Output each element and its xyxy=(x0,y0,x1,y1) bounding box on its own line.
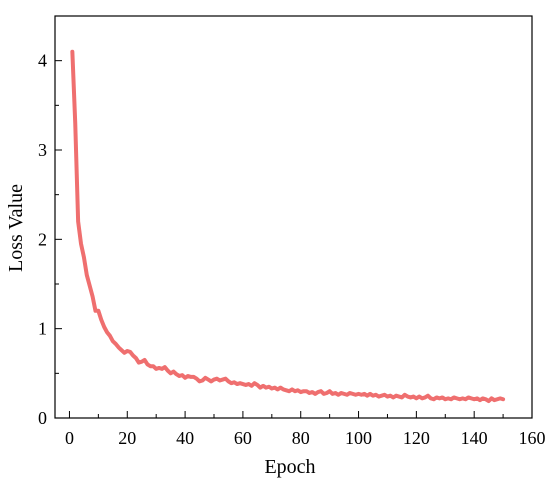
x-tick-label: 20 xyxy=(118,428,136,448)
x-axis-label: Epoch xyxy=(264,456,315,478)
x-tick-label: 100 xyxy=(345,428,372,448)
plot-frame xyxy=(54,15,533,419)
x-tick-label: 120 xyxy=(403,428,430,448)
y-tick-label: 2 xyxy=(38,229,47,249)
x-tick-label: 0 xyxy=(65,428,74,448)
axis-layer: 0 20 40 60 80 100 120 140 160 0 1 2 3 4 xyxy=(38,15,546,448)
x-tick-label: 160 xyxy=(519,428,546,448)
y-tick-label: 0 xyxy=(38,408,47,428)
y-tick-label: 4 xyxy=(38,51,47,71)
x-tick-label: 80 xyxy=(292,428,310,448)
y-axis-label: Loss Value xyxy=(5,184,27,272)
loss-series-line xyxy=(70,49,506,404)
y-tick-label: 3 xyxy=(38,140,47,160)
x-tick-label: 40 xyxy=(176,428,194,448)
x-tick-label: 140 xyxy=(461,428,488,448)
x-tick-label: 60 xyxy=(234,428,252,448)
y-tick-label: 1 xyxy=(38,319,47,339)
plot-layer xyxy=(70,49,506,404)
